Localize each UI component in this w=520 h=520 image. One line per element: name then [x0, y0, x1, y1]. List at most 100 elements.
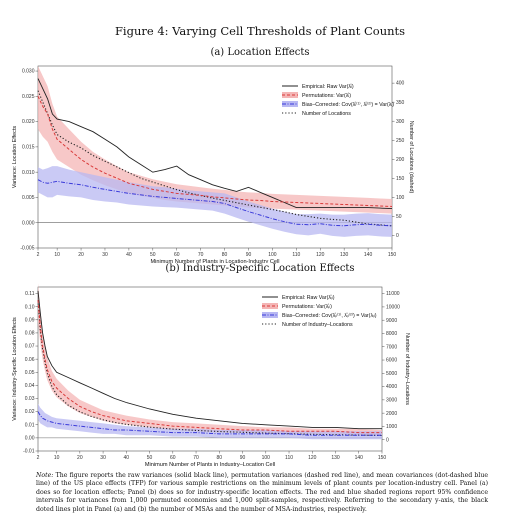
panel-b-x-tick-label: 2 — [37, 455, 40, 461]
panel-b-y2-tick-label: 6000 — [386, 358, 397, 364]
panel-b-y2-tick-label: 8000 — [386, 331, 397, 337]
panel-b-x-axis-title: Minimum Number of Plants in Industry–Loc… — [145, 462, 275, 468]
panel-a-x-tick-label: 100 — [268, 252, 277, 258]
panel-a-x-tick-label: 40 — [126, 252, 132, 258]
panel-a-y-tick-label: 0.025 — [22, 94, 35, 100]
note-label: Note: — [36, 472, 54, 479]
panel-b-y-tick-label: 0.06 — [25, 357, 35, 363]
panel-a-x-tick-label: 20 — [78, 252, 84, 258]
panel-b-legend-label-count: Number of Industry–Locations — [282, 322, 353, 328]
panel-b-x-tick-label: 30 — [100, 455, 106, 461]
panel-b-x-tick-label: 90 — [240, 455, 246, 461]
panel-a-permutation-variance-line — [37, 96, 393, 207]
panel-b-y-tick-label: 0.05 — [25, 370, 35, 376]
panel-b-raw-variance-line — [37, 290, 382, 430]
panel-b-y2-tick-label: 11000 — [386, 291, 400, 297]
panel-b-y-tick-label: 0.01 — [25, 422, 35, 428]
panel-b-y2-tick-label: 0 — [386, 437, 389, 443]
panel-a-y-tick-label: 0.015 — [22, 144, 35, 150]
panel-a-x-tick-label: 110 — [292, 252, 300, 258]
panel-b-x-tick-label: 20 — [77, 455, 83, 461]
panel-a-x-tick-label: 2 — [37, 252, 40, 258]
panel-a-y2-tick-label: 150 — [396, 176, 405, 182]
panel-b-x-tick-label: 40 — [124, 455, 130, 461]
panel-a-legend-label-bias: Bias–Corrected: Cov(λ̂ₗ⁽¹⁾, λ̂ₗ⁽²⁾) = Va… — [302, 102, 394, 108]
panel-a-y-tick-label: 0.020 — [22, 119, 35, 125]
panel-a-x-axis-title: Minimum Number of Plants in Location-Ind… — [150, 259, 279, 263]
panel-a-title: (a) Location Effects — [210, 47, 310, 58]
panel-a-y-tick-label: -0.005 — [20, 246, 34, 252]
panel-b-y2-tick-label: 9000 — [386, 318, 397, 324]
chart-location-effects: 2 10 20 30 40 50 60 70 80 90 100 110 120 130 140 150 -0.… — [12, 65, 414, 263]
panel-b-x-tick-label: 50 — [147, 455, 153, 461]
panel-a-x-tick-label: 130 — [340, 252, 349, 258]
panel-b-y-axis-title: Variance: Industry-Specific Location Eff… — [12, 317, 18, 421]
panel-a-y2-tick-label: 50 — [396, 214, 402, 220]
panel-b-permutation-variance-line — [37, 300, 382, 434]
panel-b-y-tick-label: 0.11 — [25, 291, 35, 297]
panel-b-y-tick-label: -0.01 — [23, 449, 35, 455]
panel-b-x-tick-label: 10 — [54, 455, 60, 461]
panel-a-y2-tick-label: 350 — [396, 100, 405, 106]
panel-b-x-tick-label: 130 — [331, 455, 340, 461]
panel-b-y2-tick-label: 7000 — [386, 344, 397, 350]
panel-b-y-tick-label: 0.02 — [25, 409, 35, 415]
panel-a-y-tick-label: 0.000 — [22, 220, 35, 226]
note-text: The figure reports the raw variances (so… — [36, 472, 489, 513]
panel-a-x-tick-label: 90 — [246, 252, 252, 258]
figure-title: Figure 4: Varying Cell Thresholds of Pla… — [114, 24, 406, 38]
panel-b-x-tick-label: 70 — [193, 455, 199, 461]
panel-b-plot-frame — [37, 286, 383, 452]
panel-a-x-tick-label: 80 — [222, 252, 228, 258]
panel-a-permutation-ci-band — [38, 66, 392, 214]
panel-a-x-tick-label: 120 — [316, 252, 325, 258]
panel-a-x-tick-label: 60 — [174, 252, 180, 258]
panel-b-x-tick-label: 150 — [378, 455, 387, 461]
panel-b-y-tick-label: 0.08 — [25, 331, 35, 337]
panel-b-y2-tick-label: 3000 — [386, 397, 397, 403]
panel-a-y2-tick-label: 0 — [396, 233, 399, 239]
panel-b-bias-corrected-line — [37, 411, 382, 436]
panel-a-y2-tick-label: 200 — [396, 157, 405, 163]
panel-b-legend-label-raw: Empirical: Raw Var(λ̂ᵢₗ) — [282, 295, 335, 301]
panel-b-title: (b) Industry-Specific Location Effects — [165, 263, 355, 274]
panel-b-y-tick-label: 0.04 — [25, 383, 35, 389]
panel-a-x-tick-label: 150 — [388, 252, 397, 258]
panel-b-x-tick-label: 110 — [285, 455, 293, 461]
panel-b-y2-axis-title: Number of Industry–Locations — [404, 333, 410, 405]
panel-b-x-tick-label: 60 — [170, 455, 176, 461]
panel-b-legend-label-bias: Bias–Corrected: Cov(λ̂ᵢₗ⁽¹⁾, λ̂ᵢₗ⁽²⁾) = … — [282, 313, 377, 319]
panel-b-y-tick-label: 0.00 — [25, 435, 35, 441]
panel-b-y2-tick-label: 4000 — [386, 384, 397, 390]
panel-a-y2-tick-label: 100 — [396, 195, 405, 201]
panel-b-legend-label-perm: Permutations: Var(λ̂ᵢₗ) — [282, 304, 332, 310]
panel-a-raw-variance-line — [37, 78, 393, 210]
panel-b-y2-tick-label: 10000 — [386, 305, 400, 311]
panel-b-y-tick-label: 0.07 — [25, 344, 35, 350]
panel-b-y-tick-label: 0.10 — [25, 304, 35, 310]
panel-a-x-tick-label: 10 — [54, 252, 60, 258]
panel-a-y2-tick-label: 300 — [396, 119, 405, 125]
panel-a-x-tick-label: 50 — [150, 252, 156, 258]
panel-b-x-tick-label: 120 — [308, 455, 317, 461]
chart-industry-location-effects: 2 10 20 30 40 50 60 70 80 90 100 110 120 130 140 150 -0.… — [12, 283, 410, 468]
panel-b-x-tick-label: 140 — [355, 455, 364, 461]
panel-a-legend-label-count: Number of Locations — [302, 111, 351, 117]
panel-a-x-tick-label: 140 — [364, 252, 373, 258]
panel-a-y2-tick-label: 400 — [396, 81, 405, 87]
panel-b-y2-tick-label: 5000 — [386, 371, 397, 377]
panel-a-y-tick-label: 0.030 — [22, 69, 35, 75]
panel-a-x-tick-label: 70 — [198, 252, 204, 258]
panel-b-y2-tick-label: 1000 — [386, 424, 397, 430]
panel-b-x-tick-label: 80 — [217, 455, 223, 461]
panel-a-y-tick-label: 0.010 — [22, 170, 35, 176]
panel-b-y-tick-label: 0.03 — [25, 396, 35, 402]
panel-b-y2-tick-label: 2000 — [386, 411, 397, 417]
panel-a-legend-label-perm: Permutations: Var(λ̂ₗ) — [302, 93, 351, 99]
panel-a-x-tick-label: 30 — [102, 252, 108, 258]
panel-a-legend-label-raw: Empirical: Raw Var(λ̂ₗ) — [302, 84, 354, 90]
panel-a-y-tick-label: 0.005 — [22, 195, 35, 201]
panel-a-y2-axis-title: Number of Locations (dashed) — [408, 121, 414, 194]
panel-a-y2-tick-label: 250 — [396, 138, 405, 144]
panel-a-y-axis-title: Variance: Location Effects — [12, 126, 18, 188]
